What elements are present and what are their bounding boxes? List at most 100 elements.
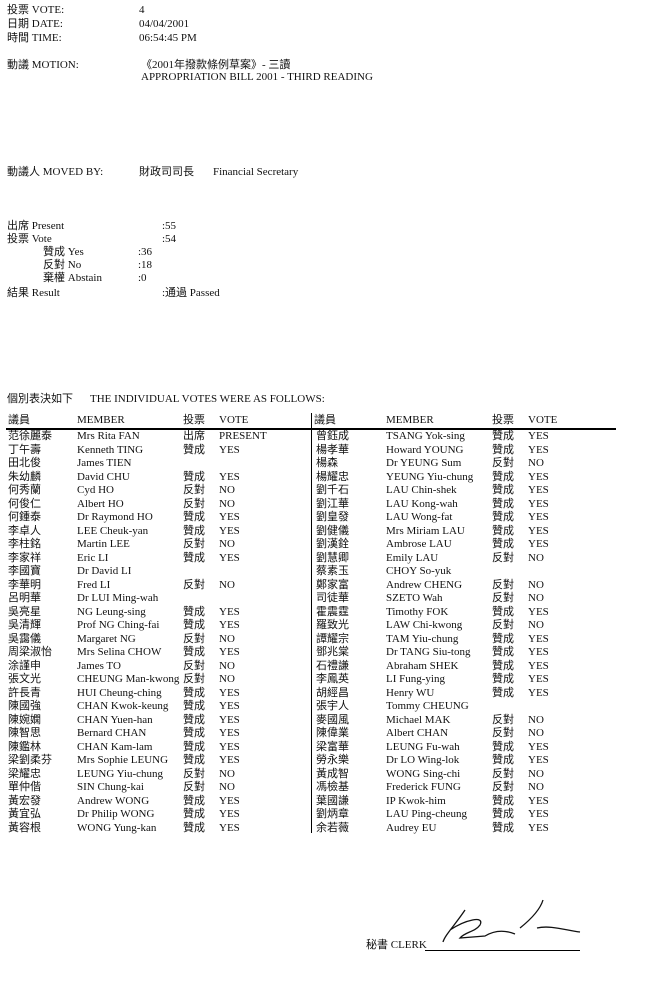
member-name: Timothy FOK: [386, 605, 449, 618]
abstain-value: :0: [138, 272, 147, 284]
motion-label: 動議 MOTION:: [7, 59, 79, 71]
table-row: 羅致光 LAW Chi-kwong 反對 NO: [0, 619, 645, 632]
table-row: 陳智思 Bernard CHAN 贊成 YES: [0, 727, 645, 740]
vote: YES: [528, 470, 549, 483]
vote: NO: [219, 484, 235, 496]
member-name: LI Fung-ying: [386, 673, 445, 685]
member-name: LEE Cheuk-yan: [77, 524, 149, 537]
table-row: 李柱銘 Martin LEE 反對 NO: [0, 538, 645, 551]
table-row: 楊耀忠 YEUNG Yiu-chung 贊成 YES: [0, 471, 645, 484]
member-name-zh: 許長青: [8, 686, 41, 699]
vote-zh: 反對: [183, 497, 205, 510]
vote-zh: 贊成: [492, 686, 514, 699]
vote: YES: [528, 430, 549, 442]
member-name: Michael MAK: [386, 713, 451, 726]
member-name-zh: 司徒華: [316, 592, 349, 604]
vote-label: 投票 VOTE:: [7, 4, 65, 16]
member-name-zh: 劉皇發: [316, 511, 349, 523]
member-name-zh: 曾鈺成: [316, 430, 349, 442]
table-row: 劉千石 LAU Chin-shek 贊成 YES: [0, 484, 645, 497]
vote: NO: [219, 659, 235, 672]
vote: NO: [528, 457, 544, 469]
vote-zh: 反對: [492, 781, 514, 793]
member-name: CHAN Yuen-han: [77, 713, 153, 726]
member-name: Kenneth TING: [77, 443, 144, 456]
member-name: Margaret NG: [77, 632, 136, 645]
vote: YES: [219, 700, 240, 712]
vote: NO: [219, 767, 235, 780]
vote-zh: 反對: [492, 551, 514, 564]
vote: YES: [528, 686, 549, 699]
vote: YES: [219, 686, 240, 699]
member-name-zh: 呂明華: [8, 592, 41, 604]
member-name-zh: 吳清輝: [8, 619, 41, 631]
table-row: 單仲偕 SIN Chung-kai 反對 NO: [0, 781, 645, 794]
result-label: 結果 Result: [7, 287, 60, 299]
member-name: Howard YOUNG: [386, 443, 464, 456]
member-name-zh: 李卓人: [8, 524, 41, 537]
member-name-zh: 劉慧卿: [316, 551, 349, 564]
individual-votes-intro-zh: 個別表決如下: [7, 393, 73, 405]
table-row: 田北俊 James TIEN: [0, 457, 645, 470]
member-name-zh: 陳偉業: [316, 727, 349, 739]
vote-zh: 反對: [183, 538, 205, 550]
member-name-zh: 張宇人: [316, 700, 349, 712]
vote: YES: [528, 632, 549, 645]
vote: NO: [219, 632, 235, 645]
table-row: 劉慧卿 Emily LAU 反對 NO: [0, 552, 645, 565]
member-name: LEUNG Fu-wah: [386, 740, 460, 753]
table-row: 楊森 Dr YEUNG Sum 反對 NO: [0, 457, 645, 470]
table-row: 曾鈺成 TSANG Yok-sing 贊成 YES: [0, 430, 645, 443]
member-name: Mrs Miriam LAU: [386, 524, 465, 537]
table-row: 司徒華 SZETO Wah 反對 NO: [0, 592, 645, 605]
member-name: Mrs Sophie LEUNG: [77, 754, 169, 766]
member-name-zh: 梁劉柔芬: [8, 754, 52, 766]
member-name: Andrew CHENG: [386, 578, 463, 591]
vote-zh: 贊成: [183, 646, 205, 658]
table-row: 黃容根 WONG Yung-kan 贊成 YES: [0, 822, 645, 835]
member-name-zh: 黃容根: [8, 821, 41, 834]
table-row: 勞永樂 Dr LO Wing-lok 贊成 YES: [0, 754, 645, 767]
table-row: 范徐麗泰 Mrs Rita FAN 出席 PRESENT: [0, 430, 645, 443]
table-row: 霍震霆 Timothy FOK 贊成 YES: [0, 606, 645, 619]
vote-zh: 贊成: [183, 740, 205, 753]
vote: YES: [219, 646, 240, 658]
member-name: CHAN Kwok-keung: [77, 700, 169, 712]
vote-zh: 贊成: [183, 686, 205, 699]
result-value: :通過 Passed: [162, 287, 220, 299]
table-row: 陳偉業 Albert CHAN 反對 NO: [0, 727, 645, 740]
member-name: Bernard CHAN: [77, 727, 147, 739]
member-name: Dr YEUNG Sum: [386, 457, 462, 469]
member-name-zh: 李鳳英: [316, 673, 349, 685]
member-name-zh: 楊森: [316, 457, 338, 469]
member-name: Albert CHAN: [386, 727, 449, 739]
vote: YES: [528, 673, 549, 685]
table-row: 黃宏發 Andrew WONG 贊成 YES: [0, 795, 645, 808]
table-row: 涂謹申 James TO 反對 NO: [0, 660, 645, 673]
member-name: Mrs Rita FAN: [77, 430, 140, 442]
table-row: 陳鑑林 CHAN Kam-lam 贊成 YES: [0, 741, 645, 754]
vote: YES: [219, 808, 240, 820]
vote: YES: [219, 551, 240, 564]
member-name-zh: 陳鑑林: [8, 740, 41, 753]
vote-zh: 贊成: [183, 443, 205, 456]
member-name: Dr David LI: [77, 565, 132, 577]
member-name: LAU Chin-shek: [386, 484, 457, 496]
member-name-zh: 余若薇: [316, 821, 349, 834]
vote: YES: [219, 821, 240, 834]
member-name: Henry WU: [386, 686, 435, 699]
vote: NO: [528, 619, 544, 631]
member-name-zh: 黃宏發: [8, 794, 41, 807]
member-name: YEUNG Yiu-chung: [386, 470, 474, 483]
vote: YES: [219, 754, 240, 766]
member-name-zh: 蔡素玉: [316, 565, 349, 577]
vote: NO: [219, 673, 235, 685]
header-vote: VOTE: [528, 414, 558, 426]
header-member: MEMBER: [77, 414, 125, 426]
table-row: 胡經昌 Henry WU 贊成 YES: [0, 687, 645, 700]
time-label: 時間 TIME:: [7, 32, 62, 44]
vote-zh: 贊成: [492, 740, 514, 753]
vote: YES: [528, 754, 549, 766]
vote: NO: [528, 713, 544, 726]
